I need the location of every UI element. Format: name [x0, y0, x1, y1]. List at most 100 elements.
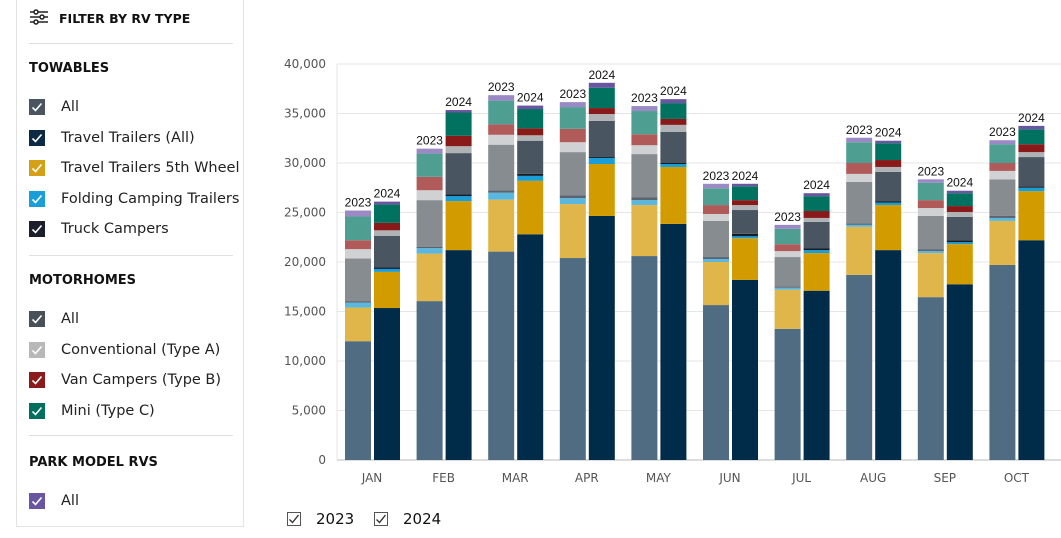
bar-segment — [917, 200, 944, 209]
bar-segment — [374, 204, 400, 223]
bar-segment — [1018, 240, 1045, 460]
bar-segment — [846, 226, 873, 275]
filter-checkbox-item[interactable]: All — [29, 493, 79, 509]
bar-segment — [917, 182, 944, 201]
bar-segment — [732, 186, 758, 201]
stacked-bar-chart: 0 5,000 10,000 15,000 20,000 25,000 30,000 35,0… — [284, 57, 1061, 485]
bar-segment — [846, 181, 873, 224]
filter-checkbox-item[interactable]: Truck Campers — [29, 221, 169, 237]
bar-segment — [846, 224, 873, 227]
bar-segment — [660, 99, 687, 104]
filter-checkbox-item[interactable]: Travel Trailers 5th Wheel — [29, 160, 240, 176]
section-heading: PARK MODEL RVS — [29, 455, 158, 470]
bar-segment — [875, 166, 902, 172]
bar-segment — [631, 145, 658, 155]
bar-segment — [660, 124, 687, 132]
filter-label: All — [61, 99, 79, 115]
checkbox-checked-icon[interactable] — [287, 512, 301, 526]
bar-segment — [846, 137, 873, 143]
y-tick-label: 15,000 — [284, 305, 326, 319]
bar-segment — [488, 95, 515, 101]
bar-year-label: 2023 — [559, 87, 586, 101]
bar-segment — [989, 215, 1016, 218]
checkbox-checked-icon[interactable] — [29, 493, 45, 509]
bar-segment — [732, 205, 758, 211]
bar-segment — [374, 201, 400, 205]
checkbox-checked-icon[interactable] — [29, 129, 45, 146]
checkbox-checked-icon[interactable] — [29, 160, 45, 176]
x-tick-label: APR — [575, 471, 599, 485]
filter-checkbox-item[interactable]: Van Campers (Type B) — [29, 372, 221, 388]
bar-segment — [374, 271, 400, 309]
bar-segment — [416, 176, 443, 191]
bar-segment — [846, 223, 873, 225]
bar-segment — [517, 180, 544, 235]
bar-segment — [488, 190, 515, 193]
bar-segment — [559, 152, 586, 196]
bar-segment — [732, 183, 758, 187]
bar-segment — [875, 140, 902, 144]
checkbox-checked-icon[interactable] — [29, 221, 45, 237]
bar-segment — [416, 200, 443, 247]
filter-checkbox-item[interactable]: Conventional (Type A) — [29, 341, 220, 358]
bar-segment — [946, 206, 973, 213]
bar-segment — [660, 103, 687, 119]
bar-segment — [631, 256, 658, 460]
bar-segment — [1018, 186, 1045, 188]
filter-label: All — [61, 311, 79, 327]
bar-segment — [631, 106, 658, 112]
bar-segment — [345, 210, 371, 217]
x-tick-label: SEP — [934, 471, 956, 485]
bar-segment — [588, 108, 615, 114]
bar-year-label: 2024 — [660, 84, 687, 98]
bar-segment — [517, 109, 544, 129]
bar-segment — [803, 248, 830, 251]
bar-segment — [374, 222, 400, 231]
bar-segment — [1018, 191, 1045, 241]
bar-segment — [946, 242, 973, 245]
bar-segment — [631, 111, 658, 135]
bar-segment — [803, 250, 830, 254]
filter-checkbox-item[interactable]: All — [29, 311, 79, 327]
bar-segment — [559, 258, 586, 460]
bar-segment — [703, 205, 729, 214]
filter-checkbox-item[interactable]: Travel Trailers (All) — [29, 129, 195, 146]
bar-segment — [917, 215, 944, 250]
bar-segment — [846, 163, 873, 174]
bar-segment — [703, 262, 729, 306]
legend-label: 2024 — [403, 510, 442, 528]
bar-segment — [875, 201, 902, 203]
filter-sidebar: FILTER BY RV TYPE TOWABLES All Travel Trai… — [16, 0, 244, 527]
y-tick-label: 0 — [318, 453, 326, 467]
bar-segment — [989, 179, 1016, 216]
bar-segment — [517, 105, 544, 110]
checkbox-checked-icon[interactable] — [29, 190, 45, 207]
bar-segment — [660, 163, 687, 164]
checkbox-checked-icon[interactable] — [374, 512, 388, 526]
bar-year-label: 2024 — [1018, 111, 1045, 125]
bar-segment — [946, 216, 973, 241]
bar-year-label: 2023 — [917, 164, 944, 178]
bar-segment — [345, 301, 371, 303]
filter-checkbox-item[interactable]: Folding Camping Trailers — [29, 190, 239, 207]
checkbox-checked-icon[interactable] — [29, 311, 45, 327]
bar-segment — [559, 198, 586, 205]
x-tick-label: JUN — [718, 471, 740, 485]
bar-segment — [345, 302, 371, 308]
checkbox-checked-icon[interactable] — [29, 99, 45, 115]
bar-year-label: 2023 — [846, 123, 873, 137]
checkbox-checked-icon[interactable] — [29, 372, 45, 388]
bar-segment — [946, 212, 973, 217]
bar-segment — [588, 120, 615, 158]
filter-checkbox-item[interactable]: All — [29, 99, 79, 115]
filter-checkbox-item[interactable]: Mini (Type C) — [29, 402, 155, 419]
legend-toggle-2023[interactable]: 2023 — [287, 510, 354, 528]
bar-segment — [989, 163, 1016, 171]
bar-segment — [732, 233, 758, 237]
legend-toggle-2024[interactable]: 2024 — [374, 510, 441, 528]
checkbox-checked-icon[interactable] — [29, 402, 45, 419]
bar-segment — [803, 193, 830, 197]
bar-segment — [774, 287, 801, 290]
bar-segment — [559, 107, 586, 129]
checkbox-checked-icon[interactable] — [29, 341, 45, 358]
